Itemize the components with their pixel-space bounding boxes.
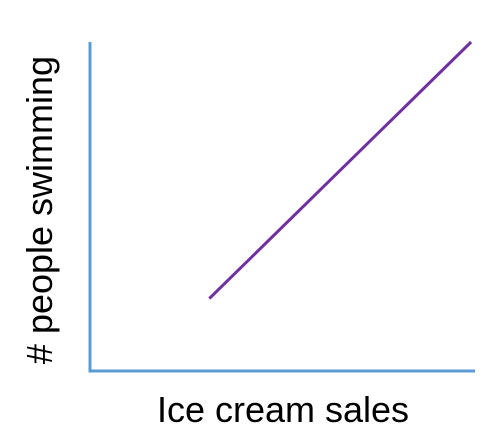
y-axis-label: # people swimming — [19, 56, 60, 364]
x-axis-label: Ice cream sales — [157, 389, 409, 430]
series-layer — [208, 40, 473, 300]
series-line-0 — [208, 40, 473, 300]
